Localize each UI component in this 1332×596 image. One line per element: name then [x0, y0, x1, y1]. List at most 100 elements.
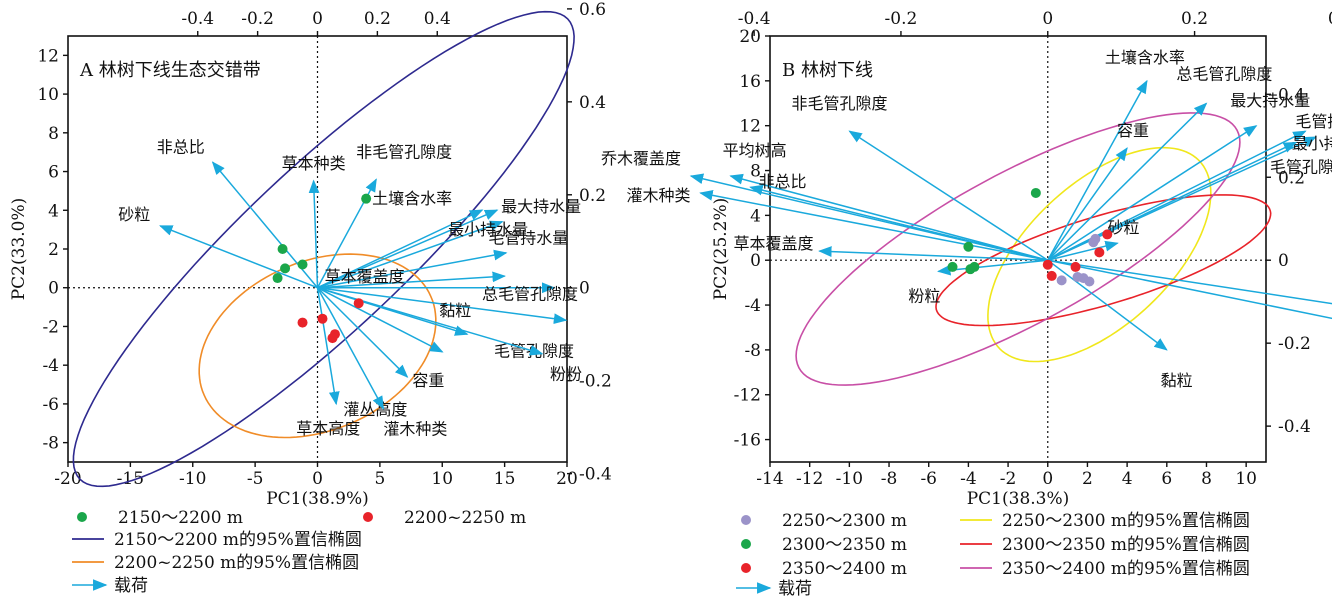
top-tick-label: 0.4 — [1328, 9, 1332, 29]
panel-label: A 林树下线生态交错带 — [79, 60, 261, 81]
x-tick-label: 10 — [1235, 469, 1257, 489]
y-tick-label: 10 — [37, 85, 59, 105]
y-tick-label: -12 — [734, 386, 761, 406]
loading-label: 最大持水量 — [501, 197, 581, 216]
loading-label: 灌木种类 — [627, 186, 691, 205]
data-point — [361, 193, 372, 204]
y-tick-label: 8 — [48, 124, 59, 144]
loading-label: 草本种类 — [282, 154, 346, 173]
loading-label: 土壤含水率 — [372, 189, 452, 208]
loading-arrow — [1047, 79, 1148, 261]
y-tick-label: 4 — [48, 201, 59, 221]
legend-point-label: 2300～2350 m — [782, 535, 907, 555]
right-tick-label: 0 — [1278, 251, 1289, 271]
top-tick-label: 0.4 — [424, 9, 451, 29]
right-tick-label: 0.4 — [579, 93, 606, 113]
top-tick-label: 0.2 — [364, 9, 391, 29]
x-tick-label: -12 — [796, 469, 823, 489]
confidence-ellipse — [72, 10, 575, 488]
loading-label: 草本覆盖度 — [733, 234, 813, 253]
legend-ellipse-label: 2250～2300 m的95%置信椭圆 — [1002, 511, 1250, 531]
data-point — [280, 263, 291, 274]
loading-arrow — [317, 209, 484, 289]
right-tick-label: 0.2 — [579, 186, 606, 206]
top-tick-label: 0 — [1042, 9, 1053, 29]
data-point — [1030, 187, 1041, 198]
loading-arrow — [1047, 259, 1332, 305]
confidence-ellipse — [795, 112, 1241, 386]
top-tick-label: -0.2 — [885, 9, 918, 29]
right-tick-label: -0.4 — [1278, 417, 1311, 437]
data-point — [1046, 270, 1057, 281]
data-point — [1042, 259, 1053, 270]
y-tick-label: 12 — [37, 46, 59, 66]
loading-arrow — [1047, 259, 1168, 351]
y-tick-label: 0 — [750, 251, 761, 271]
loading-label: 容重 — [1117, 121, 1149, 140]
plot-frame — [67, 35, 568, 463]
y-tick-label: 20 — [739, 27, 761, 47]
x-tick-label: 20 — [556, 469, 578, 489]
loading-arrow — [699, 190, 1048, 261]
data-point — [1088, 237, 1099, 248]
y-tick-label: 4 — [750, 206, 761, 226]
loading-arrow — [316, 287, 340, 406]
loading-arrow — [749, 184, 1048, 261]
loading-label: 黏粒 — [439, 301, 471, 320]
y-tick-label: 16 — [739, 72, 761, 92]
loading-arrow — [317, 220, 504, 289]
x-tick-label: 2 — [1082, 469, 1093, 489]
loading-arrow — [317, 249, 508, 289]
x-tick-label: 0 — [1042, 469, 1053, 489]
loading-label: 砂粒 — [1107, 218, 1139, 237]
right-tick-label: 0.4 — [1278, 85, 1305, 105]
loading-arrow — [1047, 102, 1208, 261]
y-tick-label: -16 — [734, 431, 761, 451]
data-point — [1070, 261, 1081, 272]
data-point — [963, 241, 974, 252]
data-point — [297, 259, 308, 270]
loading-label: 最大持水量 — [1230, 91, 1310, 110]
y-tick-label: -8 — [744, 341, 761, 361]
legend-point-label: 2200~2250 m — [404, 508, 526, 528]
loading-label: 非毛管孔隙度 — [792, 94, 888, 113]
x-tick-label: -2 — [1000, 469, 1017, 489]
data-point — [1084, 276, 1095, 287]
loading-arrow — [317, 209, 499, 289]
data-point — [1094, 247, 1105, 258]
loading-arrow — [317, 287, 469, 336]
loading-label: 毛管孔隙度 — [1270, 157, 1332, 176]
data-point — [947, 261, 958, 272]
panel-a-biplot: -20 -15 -10 -5 0 5 10 15 20-8-6-4-2024681012-0.4… — [9, 0, 612, 509]
panel-label: B 林树下线 — [782, 60, 873, 81]
right-tick-label: 0.2 — [1278, 168, 1305, 188]
loading-arrow — [317, 287, 444, 353]
legend-point-label: 2250～2300 m — [782, 511, 907, 531]
x-tick-label: -5 — [247, 469, 264, 489]
loading-label: 土壤含水率 — [1105, 48, 1185, 67]
loading-label: 最小持水量 — [448, 220, 528, 239]
right-tick-label: 0.6 — [579, 0, 606, 20]
data-point — [297, 317, 308, 328]
legend-arrow-label: 载荷 — [778, 579, 812, 596]
loading-label: 灌木种类 — [383, 420, 447, 439]
right-tick-label: -0.4 — [579, 465, 612, 485]
y-axis-title: PC2(25.2%) — [711, 198, 731, 301]
loading-label: 非总比 — [157, 137, 205, 156]
x-tick-label: -10 — [179, 469, 206, 489]
right-tick-label: 0 — [579, 279, 590, 299]
x-tick-label: -6 — [920, 469, 937, 489]
loading-label: 乔木覆盖度 — [601, 149, 681, 168]
x-tick-label: 10 — [431, 469, 453, 489]
loading-label: 毛管持水量 — [1295, 112, 1332, 131]
x-tick-label: 8 — [1201, 469, 1212, 489]
top-tick-label: 0 — [312, 9, 323, 29]
loading-arrow — [1047, 147, 1128, 261]
confidence-ellipse — [198, 253, 437, 439]
loading-arrow — [1047, 141, 1298, 261]
data-point — [353, 298, 364, 309]
loading-label: 总毛管孔隙度 — [482, 285, 578, 304]
legend-ellipse-label: 2150～2200 m的95%置信椭圆 — [114, 530, 362, 550]
legend-arrow-label: 载荷 — [114, 576, 148, 596]
